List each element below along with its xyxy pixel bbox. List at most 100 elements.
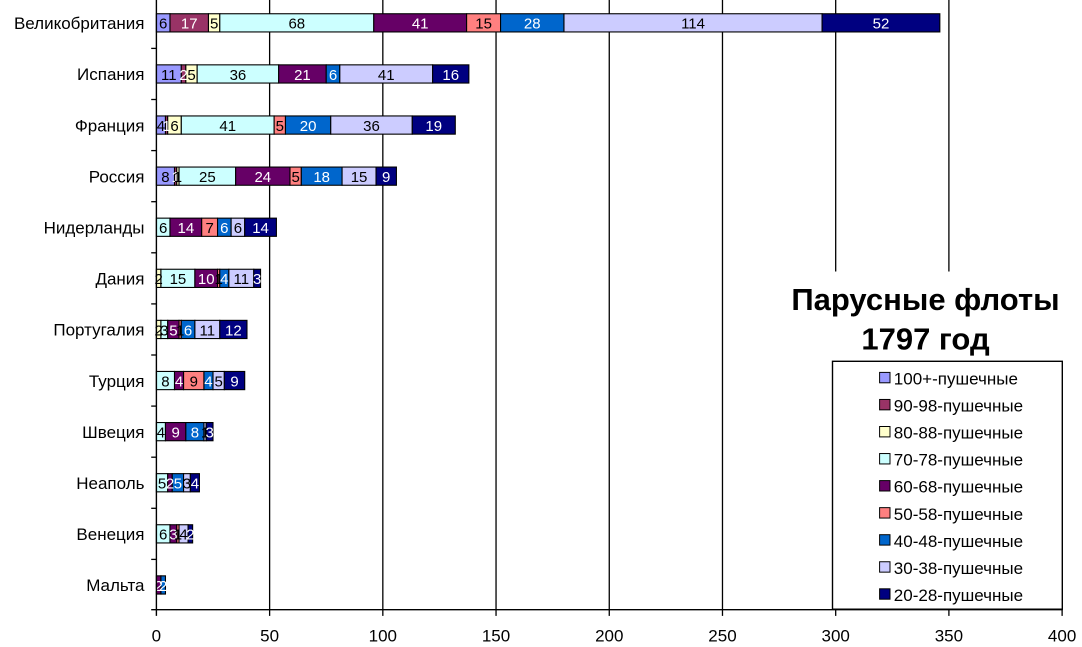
svg-text:350: 350 [935, 626, 963, 645]
svg-text:150: 150 [482, 626, 510, 645]
svg-text:Испания: Испания [77, 65, 144, 84]
svg-text:3: 3 [160, 322, 168, 339]
svg-text:41: 41 [219, 118, 236, 135]
svg-text:5: 5 [210, 16, 218, 33]
svg-text:6: 6 [159, 220, 167, 237]
svg-text:40-48-пушечные: 40-48-пушечные [894, 532, 1023, 551]
svg-text:25: 25 [199, 169, 216, 186]
svg-text:17: 17 [181, 16, 198, 33]
svg-text:2: 2 [179, 67, 187, 84]
svg-text:15: 15 [475, 16, 492, 33]
svg-text:4: 4 [179, 527, 187, 544]
svg-text:20-28-пушечные: 20-28-пушечные [894, 586, 1023, 605]
svg-text:2: 2 [159, 578, 167, 595]
svg-text:50: 50 [260, 626, 279, 645]
svg-text:14: 14 [177, 220, 194, 237]
svg-text:21: 21 [294, 67, 311, 84]
svg-text:24: 24 [254, 169, 271, 186]
svg-text:12: 12 [225, 322, 242, 339]
svg-text:50-58-пушечные: 50-58-пушечные [894, 505, 1023, 524]
svg-text:36: 36 [363, 118, 380, 135]
svg-text:15: 15 [170, 271, 187, 288]
svg-text:100: 100 [369, 626, 397, 645]
svg-text:14: 14 [252, 220, 269, 237]
svg-text:Россия: Россия [89, 167, 145, 186]
svg-text:5: 5 [158, 476, 166, 493]
svg-text:41: 41 [412, 16, 429, 33]
svg-text:Венеция: Венеция [76, 525, 144, 544]
svg-text:Великобритания: Великобритания [14, 14, 145, 33]
svg-text:5: 5 [187, 67, 195, 84]
svg-text:200: 200 [595, 626, 623, 645]
svg-text:1: 1 [214, 271, 222, 288]
svg-text:0: 0 [152, 626, 161, 645]
svg-text:6: 6 [170, 118, 178, 135]
svg-text:1797 год: 1797 год [861, 322, 990, 357]
svg-text:36: 36 [230, 67, 247, 84]
svg-text:6: 6 [159, 527, 167, 544]
svg-text:11: 11 [161, 67, 177, 84]
svg-text:100+-пушечные: 100+-пушечные [894, 370, 1018, 389]
svg-text:9: 9 [171, 424, 179, 441]
svg-text:4: 4 [191, 476, 199, 493]
svg-text:3: 3 [205, 424, 213, 441]
svg-text:Франция: Франция [75, 116, 145, 135]
svg-text:300: 300 [822, 626, 850, 645]
svg-text:5: 5 [291, 169, 299, 186]
svg-text:30-38-пушечные: 30-38-пушечные [894, 559, 1023, 578]
svg-text:19: 19 [425, 118, 442, 135]
svg-text:Швеция: Швеция [82, 423, 144, 442]
svg-text:11: 11 [234, 271, 250, 288]
svg-text:1: 1 [201, 424, 209, 441]
svg-text:Турция: Турция [89, 372, 145, 391]
svg-text:9: 9 [230, 373, 238, 390]
svg-text:60-68-пушечные: 60-68-пушечные [894, 478, 1023, 497]
svg-text:18: 18 [313, 169, 330, 186]
svg-text:41: 41 [378, 67, 395, 84]
svg-text:2: 2 [154, 322, 162, 339]
svg-text:4: 4 [204, 373, 212, 390]
svg-text:90-98-пушечные: 90-98-пушечные [894, 397, 1023, 416]
svg-text:5: 5 [174, 476, 182, 493]
svg-text:3: 3 [253, 271, 261, 288]
svg-text:8: 8 [161, 373, 169, 390]
svg-text:1: 1 [174, 527, 182, 544]
svg-text:3: 3 [183, 476, 191, 493]
svg-text:2: 2 [154, 271, 162, 288]
svg-text:16: 16 [442, 67, 459, 84]
svg-text:Португалия: Португалия [53, 321, 144, 340]
svg-text:250: 250 [708, 626, 736, 645]
svg-text:6: 6 [329, 67, 337, 84]
svg-text:4: 4 [220, 271, 228, 288]
svg-text:11: 11 [200, 322, 216, 339]
svg-text:15: 15 [351, 169, 368, 186]
svg-text:2: 2 [166, 476, 174, 493]
svg-text:6: 6 [184, 322, 192, 339]
svg-text:9: 9 [382, 169, 390, 186]
svg-text:8: 8 [161, 169, 169, 186]
svg-text:114: 114 [681, 16, 705, 33]
svg-text:5: 5 [169, 322, 177, 339]
svg-text:Неаполь: Неаполь [76, 474, 144, 493]
svg-text:7: 7 [205, 220, 213, 237]
svg-text:9: 9 [190, 373, 198, 390]
svg-text:6: 6 [159, 16, 167, 33]
svg-text:4: 4 [175, 373, 183, 390]
svg-text:6: 6 [234, 220, 242, 237]
svg-text:1: 1 [174, 169, 182, 186]
svg-text:2: 2 [154, 578, 162, 595]
svg-text:80-88-пушечные: 80-88-пушечные [894, 424, 1023, 443]
svg-text:Парусные флоты: Парусные флоты [791, 282, 1059, 317]
svg-text:68: 68 [288, 16, 305, 33]
svg-text:4: 4 [157, 424, 165, 441]
svg-text:1: 1 [162, 118, 170, 135]
svg-text:52: 52 [873, 16, 890, 33]
svg-text:5: 5 [276, 118, 284, 135]
svg-text:400: 400 [1048, 626, 1076, 645]
svg-text:8: 8 [191, 424, 199, 441]
svg-text:Нидерланды: Нидерланды [44, 219, 145, 238]
svg-text:28: 28 [524, 16, 541, 33]
svg-text:70-78-пушечные: 70-78-пушечные [894, 451, 1023, 470]
svg-text:10: 10 [198, 271, 215, 288]
svg-text:1: 1 [171, 169, 179, 186]
